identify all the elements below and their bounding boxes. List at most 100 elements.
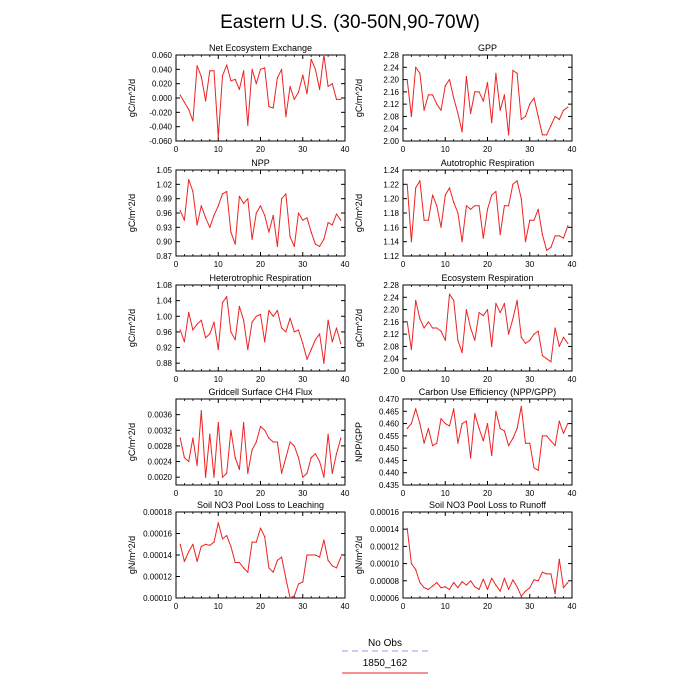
data-point (230, 80, 232, 82)
y-tick-label: 0.0028 (148, 442, 173, 451)
x-tick-label: 30 (525, 145, 534, 154)
y-tick-label: 1.24 (383, 166, 399, 175)
data-point (323, 54, 325, 56)
y-tick-label: 0.00018 (143, 508, 172, 517)
data-point (285, 457, 287, 459)
y-tick-label: 0.0036 (148, 411, 173, 420)
data-point (179, 543, 181, 545)
data-point (512, 579, 514, 581)
data-point (264, 214, 266, 216)
y-tick-label: 0.0032 (148, 426, 173, 435)
x-tick-label: 10 (214, 375, 223, 384)
data-point (453, 201, 455, 203)
x-tick-label: 30 (525, 602, 534, 611)
data-point (516, 72, 518, 74)
plot-frame (402, 511, 573, 599)
x-tick-label: 10 (441, 602, 450, 611)
data-point (217, 522, 219, 524)
data-point (259, 313, 262, 315)
x-tick-label: 20 (483, 375, 492, 384)
data-point (554, 593, 556, 595)
data-point (550, 246, 552, 248)
y-tick-label: 0.99 (156, 195, 172, 204)
data-point (314, 554, 316, 556)
data-point (520, 118, 522, 121)
data-point (432, 327, 434, 329)
x-tick-label: 40 (341, 602, 350, 611)
data-point (247, 198, 249, 200)
y-tick-label: 1.05 (156, 166, 172, 175)
x-tick-label: 0 (401, 260, 406, 269)
data-point (453, 581, 455, 584)
data-point (533, 97, 535, 99)
data-point (491, 454, 493, 457)
x-tick-label: 10 (441, 375, 450, 384)
series-line (406, 405, 569, 471)
data-point (495, 72, 497, 74)
data-point (440, 226, 442, 228)
data-point (297, 212, 300, 214)
data-point (323, 238, 325, 240)
data-point (546, 358, 548, 360)
data-point (436, 205, 438, 207)
data-point (268, 567, 270, 569)
data-point (217, 348, 219, 351)
data-point (285, 116, 287, 118)
data-point (503, 302, 505, 304)
data-point (423, 327, 425, 329)
y-tick-label: 1.16 (383, 223, 399, 232)
series-line (179, 522, 342, 599)
y-tick-label: 0.435 (379, 481, 400, 490)
y-tick-label: 2.00 (383, 367, 399, 376)
data-point (297, 91, 300, 93)
data-point (537, 580, 539, 582)
data-point (419, 581, 421, 584)
data-point (314, 68, 316, 70)
y-tick-label: 2.04 (383, 125, 399, 134)
data-point (495, 410, 497, 412)
data-point (179, 94, 181, 96)
data-point (272, 315, 274, 317)
data-point (293, 445, 295, 447)
data-point (340, 219, 342, 221)
y-tick-label: -0.020 (149, 108, 172, 117)
data-point (209, 70, 211, 72)
data-point (478, 205, 480, 207)
y-tick-label: 2.24 (383, 63, 399, 72)
data-point (310, 457, 312, 459)
data-point (272, 441, 274, 443)
data-point (415, 408, 417, 410)
data-point (272, 214, 274, 216)
y-tick-label: 0.00012 (370, 542, 399, 551)
data-point (209, 433, 211, 435)
data-point (436, 581, 438, 584)
data-point (546, 249, 548, 251)
data-point (482, 237, 484, 239)
chart-title: Gridcell Surface CH4 Flux (208, 387, 313, 397)
data-point (448, 293, 451, 295)
data-point (512, 69, 514, 71)
data-point (554, 445, 556, 447)
data-point (243, 567, 245, 569)
data-point (499, 233, 501, 236)
data-point (289, 317, 291, 319)
data-point (272, 107, 274, 109)
y-tick-label: 0.00014 (143, 551, 172, 560)
data-point (183, 219, 185, 221)
chart-title: Carbon Use Efficiency (NPP/GPP) (419, 387, 556, 397)
y-tick-label: 2.20 (383, 306, 399, 315)
data-point (327, 559, 329, 562)
y-tick-label: 1.04 (156, 297, 172, 306)
data-point (276, 559, 278, 562)
data-point (470, 327, 472, 329)
data-point (264, 67, 266, 69)
data-point (243, 421, 245, 424)
y-tick-label: 1.22 (383, 180, 399, 189)
y-tick-label: 1.02 (156, 180, 172, 189)
data-point (537, 115, 539, 117)
plot-frame (175, 169, 346, 257)
x-tick-label: 30 (525, 260, 534, 269)
data-point (209, 544, 211, 546)
data-point (327, 85, 329, 88)
data-point (533, 579, 535, 581)
